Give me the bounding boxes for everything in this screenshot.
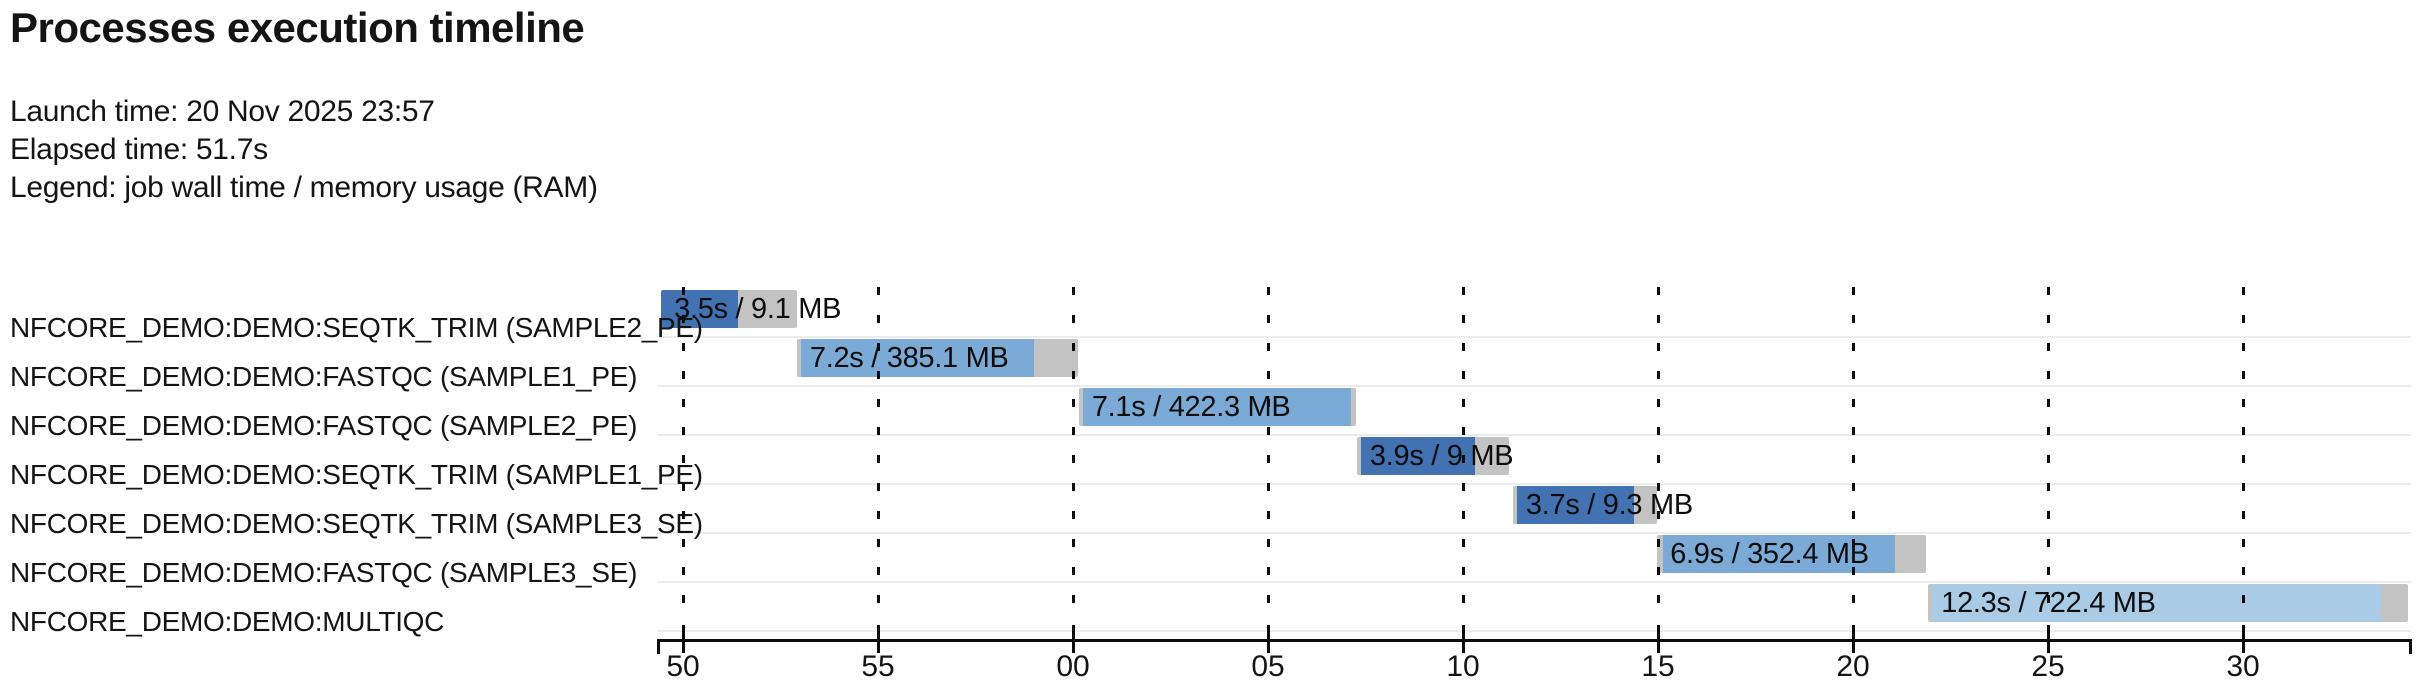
process-label: NFCORE_DEMO:DEMO:FASTQC (SAMPLE3_SE)	[10, 557, 638, 588]
row-separator	[657, 483, 2411, 485]
task-bar-pending-segment	[1356, 437, 1362, 475]
task-bar-pending-segment	[1928, 584, 1933, 622]
axis-tick	[1657, 625, 1660, 653]
axis-tick	[682, 625, 685, 653]
task-bar[interactable]	[1657, 535, 1927, 573]
axis-tick	[1072, 625, 1075, 653]
task-bar[interactable]	[1356, 437, 1509, 475]
axis-tick-label: 25	[2031, 650, 2065, 683]
gridline	[1657, 287, 1660, 619]
task-bar-finalize-segment	[1351, 388, 1356, 426]
task-bar-runtime-segment	[1361, 437, 1476, 475]
axis-tick-label: 50	[666, 650, 700, 683]
task-bar[interactable]	[661, 290, 797, 328]
gridline	[2242, 287, 2245, 619]
task-bar-finalize-segment	[1895, 535, 1927, 573]
gridline	[877, 287, 880, 619]
task-bar-pending-segment	[1512, 486, 1518, 524]
process-label: NFCORE_DEMO:DEMO:FASTQC (SAMPLE1_PE)	[10, 361, 638, 392]
task-bar-label: 3.7s / 9.3 MB	[1525, 489, 1693, 521]
gridline	[682, 287, 685, 619]
task-bar-label: 7.1s / 422.3 MB	[1091, 391, 1291, 423]
axis-tick	[2047, 625, 2050, 653]
axis-tick-label: 10	[1446, 650, 1480, 683]
gridline	[1462, 287, 1465, 619]
launch-time-line: Launch time: 20 Nov 2025 23:57	[10, 95, 435, 128]
page-title: Processes execution timeline	[10, 4, 585, 51]
axis-end-cap-right	[2409, 640, 2412, 654]
axis-tick	[1852, 625, 1855, 653]
process-label: NFCORE_DEMO:DEMO:MULTIQC	[10, 606, 445, 637]
task-bar-label: 3.5s / 9.1 MB	[674, 293, 842, 325]
axis-tick	[1462, 625, 1465, 653]
row-separator	[657, 336, 2411, 338]
task-bar-finalize-segment	[2381, 584, 2408, 622]
process-label: NFCORE_DEMO:DEMO:SEQTK_TRIM (SAMPLE2_PE)	[10, 312, 703, 343]
gridline	[1267, 287, 1270, 619]
process-label: NFCORE_DEMO:DEMO:SEQTK_TRIM (SAMPLE1_PE)	[10, 459, 703, 490]
x-axis-line	[657, 639, 2412, 642]
task-bar-label: 6.9s / 352.4 MB	[1670, 538, 1869, 570]
task-bar-pending-segment	[796, 339, 802, 377]
task-bar[interactable]	[1512, 486, 1658, 524]
task-bar-runtime-segment	[1663, 535, 1896, 573]
task-bar-runtime-segment	[1932, 584, 2382, 622]
row-separator	[657, 581, 2411, 583]
task-bar-runtime-segment	[661, 290, 739, 328]
task-bar-label: 3.9s / 9 MB	[1369, 440, 1514, 472]
task-bar[interactable]	[796, 339, 1078, 377]
gridline	[1072, 287, 1075, 619]
task-bar-finalize-segment	[1475, 437, 1509, 475]
row-separator	[657, 532, 2411, 534]
axis-tick-label: 00	[1056, 650, 1090, 683]
task-bar-label: 7.2s / 385.1 MB	[809, 342, 1009, 374]
axis-end-cap-left	[657, 640, 660, 654]
axis-tick-label: 30	[2226, 650, 2260, 683]
gridline	[1852, 287, 1855, 619]
elapsed-time-line: Elapsed time: 51.7s	[10, 133, 268, 166]
process-label: NFCORE_DEMO:DEMO:SEQTK_TRIM (SAMPLE3_SE)	[10, 508, 703, 539]
axis-tick-label: 20	[1836, 650, 1870, 683]
task-bar-runtime-segment	[1083, 388, 1352, 426]
axis-tick	[2242, 625, 2245, 653]
task-bar-pending-segment	[1078, 388, 1084, 426]
axis-tick	[1267, 625, 1270, 653]
task-bar[interactable]	[1078, 388, 1356, 426]
axis-tick-label: 05	[1251, 650, 1285, 683]
task-bar[interactable]	[1928, 584, 2408, 622]
gridline	[2047, 287, 2050, 619]
task-bar-finalize-segment	[738, 290, 797, 328]
task-bar-runtime-segment	[801, 339, 1034, 377]
axis-tick	[877, 625, 880, 653]
process-label: NFCORE_DEMO:DEMO:FASTQC (SAMPLE2_PE)	[10, 410, 638, 441]
task-bar-pending-segment	[1657, 535, 1664, 573]
axis-tick-label: 15	[1641, 650, 1675, 683]
task-bar-finalize-segment	[1634, 486, 1658, 524]
task-bar-finalize-segment	[1033, 339, 1078, 377]
run-info-block: Launch time: 20 Nov 2025 23:57 Elapsed t…	[10, 93, 598, 207]
task-bar-runtime-segment	[1517, 486, 1635, 524]
legend-line: Legend: job wall time / memory usage (RA…	[10, 171, 598, 204]
row-separator	[657, 385, 2411, 387]
axis-tick-label: 55	[861, 650, 895, 683]
row-separator	[657, 434, 2411, 436]
row-separator	[657, 630, 2411, 632]
